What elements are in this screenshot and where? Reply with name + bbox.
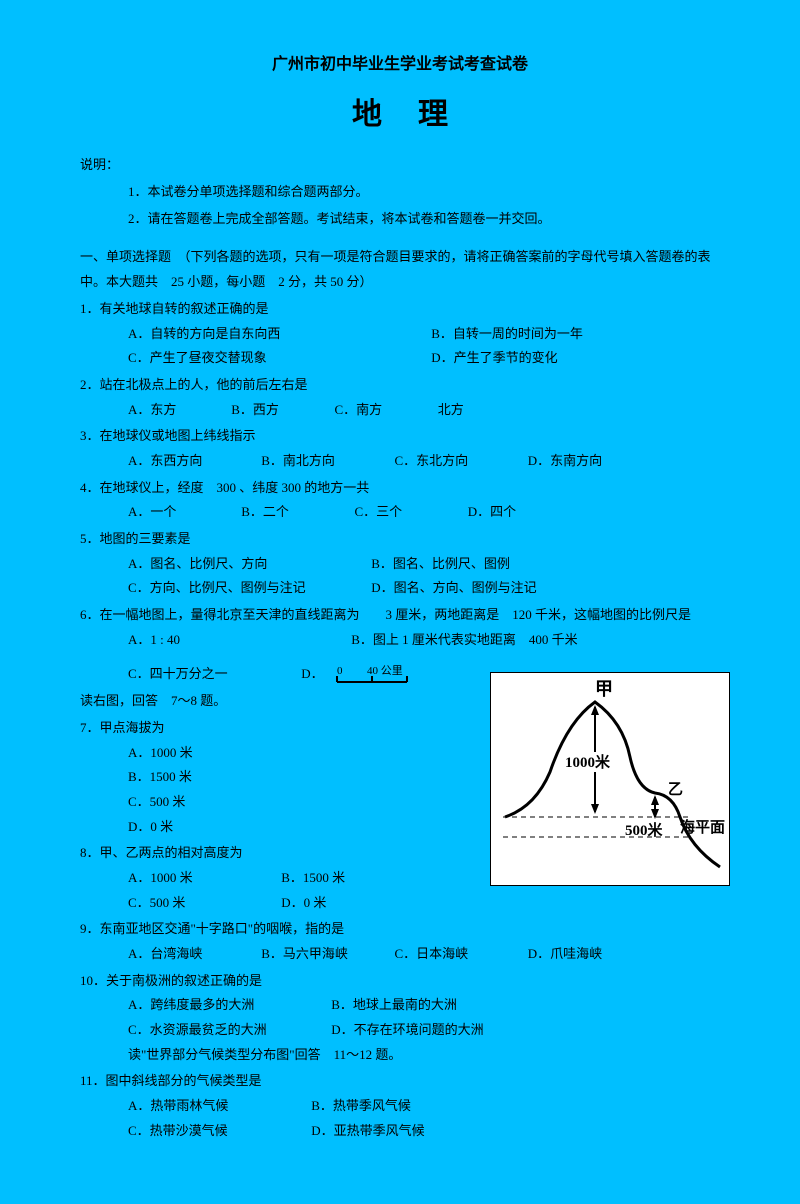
q6-a: A．1 : 40 [128,628,348,653]
label-yi: 乙 [668,782,683,798]
q11-a: A．热带雨林气候 [128,1094,308,1119]
q5-stem: 5．地图的三要素是 [80,527,720,552]
label-1000: 1000米 [565,753,611,771]
q8-b: B．1500 米 [281,866,345,891]
q10-opts-row1: A．跨纬度最多的大洲 B．地球上最南的大洲 [80,993,720,1018]
q10-opts-row2: C．水资源最贫乏的大洲 D．不存在环境问题的大洲 [80,1018,720,1043]
svg-text:40 公里: 40 公里 [367,664,403,677]
q2-b: B．西方 [231,398,331,423]
q8-opts-row2: C．500 米 D．0 米 [80,891,720,916]
q1-stem: 1．有关地球自转的叙述正确的是 [80,297,720,322]
q9-stem: 9．东南亚地区交通"十字路口"的咽喉，指的是 [80,917,720,942]
q5-b: B．图名、比例尺、图例 [371,552,510,577]
q3-stem: 3．在地球仪或地图上纬线指示 [80,424,720,449]
q1-a: A．自转的方向是自东向西 [128,322,428,347]
q1-c: C．产生了昼夜交替现象 [128,346,428,371]
q9-b: B．马六甲海峡 [261,942,391,967]
q2-a: A．东方 [128,398,228,423]
q11-d: D．亚热带季风气候 [311,1119,424,1144]
svg-text:0: 0 [337,665,343,677]
q11-stem: 11．图中斜线部分的气候类型是 [80,1069,720,1094]
q8-d: D．0 米 [281,891,326,916]
q9-a: A．台湾海峡 [128,942,258,967]
q10-a: A．跨纬度最多的大洲 [128,993,328,1018]
q4-stem: 4．在地球仪上，经度 300 、纬度 300 的地方一共 [80,476,720,501]
figure-row: 甲 1000米 乙 500米 海平面 C．四十万分之一 D． [80,652,720,915]
q1-d: D．产生了季节的变化 [431,346,557,371]
exam-header-line: 广州市初中毕业生学业考试考查试卷 [80,50,720,80]
q8-c: C．500 米 [128,891,278,916]
q1-opts-row2: C．产生了昼夜交替现象 D．产生了季节的变化 [80,346,720,371]
q3-d: D．东南方向 [528,449,602,474]
q3-a: A．东西方向 [128,449,258,474]
q3-opts: A．东西方向 B．南北方向 C．东北方向 D．东南方向 [80,449,720,474]
q10-read: 读"世界部分气候类型分布图"回答 11～12 题。 [80,1043,720,1068]
q11-c: C．热带沙漠气候 [128,1119,308,1144]
q4-c: C．三个 [355,500,465,525]
label-sea: 海平面 [680,818,725,836]
q2-stem: 2．站在北极点上的人，他的前后左右是 [80,373,720,398]
q1-b: B．自转一周的时间为一年 [431,322,583,347]
q11-b: B．热带季风气候 [311,1094,411,1119]
q9-opts: A．台湾海峡 B．马六甲海峡 C．日本海峡 D．爪哇海峡 [80,942,720,967]
q4-a: A．一个 [128,500,238,525]
q9-d: D．爪哇海峡 [528,942,602,967]
q2-opts: A．东方 B．西方 C．南方 北方 [80,398,720,423]
section-1-title: 一、单项选择题 （下列各题的选项，只有一项是符合题目要求的，请将正确答案前的字母… [80,245,720,294]
q10-b: B．地球上最南的大洲 [331,993,457,1018]
q5-opts-row1: A．图名、比例尺、方向 B．图名、比例尺、图例 [80,552,720,577]
instruction-2: 2．请在答题卷上完成全部答题。考试结束，将本试卷和答题卷一并交回。 [80,207,720,232]
q6-d: D． [301,662,323,687]
q10-d: D．不存在环境问题的大洲 [331,1018,483,1043]
instructions-label: 说明： [80,153,720,178]
q6-stem: 6．在一幅地图上，量得北京至天津的直线距离为 3 厘米，两地距离是 120 千米… [80,603,720,628]
q9-c: C．日本海峡 [395,942,525,967]
q4-b: B．二个 [241,500,351,525]
exam-page: 广州市初中毕业生学业考试考查试卷 地理 说明： 1．本试卷分单项选择题和综合题两… [20,20,780,1184]
q4-opts: A．一个 B．二个 C．三个 D．四个 [80,500,720,525]
q2-c: C．南方 [335,398,435,423]
q2-d: 北方 [438,398,464,423]
q4-d: D．四个 [468,500,516,525]
q11-opts-row1: A．热带雨林气候 B．热带季风气候 [80,1094,720,1119]
q5-a: A．图名、比例尺、方向 [128,552,368,577]
q10-c: C．水资源最贫乏的大洲 [128,1018,328,1043]
q10-stem: 10．关于南极洲的叙述正确的是 [80,969,720,994]
q5-opts-row2: C．方向、比例尺、图例与注记 D．图名、方向、图例与注记 [80,576,720,601]
label-500: 500米 [625,821,664,839]
q6-opts-row1: A．1 : 40 B．图上 1 厘米代表实地距离 400 千米 [80,628,720,653]
mountain-path [505,702,720,867]
q3-b: B．南北方向 [261,449,391,474]
q5-c: C．方向、比例尺、图例与注记 [128,576,368,601]
q6-c: C．四十万分之一 [128,662,298,687]
q1-opts-row1: A．自转的方向是自东向西 B．自转一周的时间为一年 [80,322,720,347]
q5-d: D．图名、方向、图例与注记 [371,576,536,601]
mountain-diagram: 甲 1000米 乙 500米 海平面 [490,672,730,886]
q6-b: B．图上 1 厘米代表实地距离 400 千米 [351,628,577,653]
q8-a: A．1000 米 [128,866,278,891]
subject-title: 地理 [80,86,720,143]
scale-bar-icon: 0 40 公里 [327,664,417,686]
instruction-1: 1．本试卷分单项选择题和综合题两部分。 [80,180,720,205]
label-jia: 甲 [595,679,613,699]
q11-opts-row2: C．热带沙漠气候 D．亚热带季风气候 [80,1119,720,1144]
q3-c: C．东北方向 [395,449,525,474]
